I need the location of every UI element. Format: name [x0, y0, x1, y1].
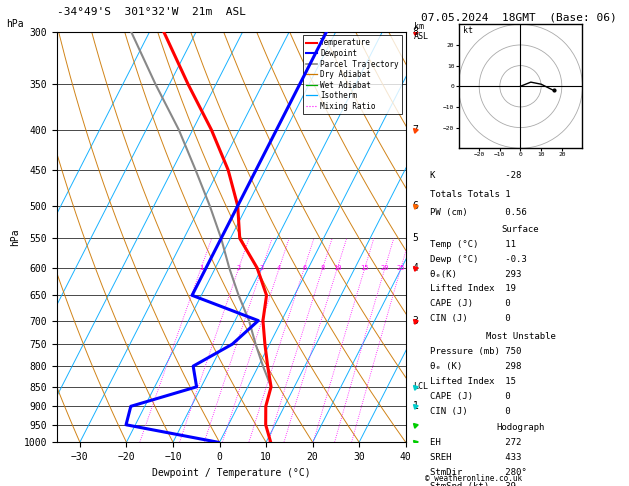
Text: 3: 3: [260, 265, 264, 271]
Text: 8: 8: [321, 265, 325, 271]
Text: 5: 5: [413, 233, 418, 243]
Text: 15: 15: [360, 265, 369, 271]
Text: 1: 1: [199, 265, 203, 271]
Text: Lifted Index  15: Lifted Index 15: [430, 377, 516, 386]
Text: 20: 20: [381, 265, 389, 271]
Text: 7: 7: [413, 125, 418, 135]
Text: 07.05.2024  18GMT  (Base: 06): 07.05.2024 18GMT (Base: 06): [421, 12, 617, 22]
Text: PW (cm)       0.56: PW (cm) 0.56: [430, 208, 527, 217]
Text: 4: 4: [277, 265, 281, 271]
Text: -34°49'S  301°32'W  21m  ASL: -34°49'S 301°32'W 21m ASL: [57, 7, 245, 17]
Text: CAPE (J)      0: CAPE (J) 0: [430, 299, 511, 308]
Text: hPa: hPa: [6, 19, 24, 30]
Text: SREH          433: SREH 433: [430, 453, 521, 462]
Text: θₑ(K)         293: θₑ(K) 293: [430, 270, 521, 278]
Text: Lifted Index  19: Lifted Index 19: [430, 284, 516, 294]
Text: CIN (J)       0: CIN (J) 0: [430, 407, 511, 416]
Text: Pressure (mb) 750: Pressure (mb) 750: [430, 347, 521, 356]
Text: K             -28: K -28: [430, 171, 521, 180]
X-axis label: Dewpoint / Temperature (°C): Dewpoint / Temperature (°C): [152, 468, 311, 478]
Text: θₑ (K)        298: θₑ (K) 298: [430, 362, 521, 371]
Text: Totals Totals 1: Totals Totals 1: [430, 190, 511, 199]
Legend: Temperature, Dewpoint, Parcel Trajectory, Dry Adiabat, Wet Adiabat, Isotherm, Mi: Temperature, Dewpoint, Parcel Trajectory…: [303, 35, 402, 114]
Text: 25: 25: [397, 265, 405, 271]
Text: 1: 1: [413, 401, 418, 411]
Text: 8: 8: [413, 27, 418, 36]
Text: Most Unstable: Most Unstable: [486, 331, 555, 341]
Y-axis label: hPa: hPa: [11, 228, 21, 246]
Text: LCL: LCL: [413, 382, 428, 391]
Text: CAPE (J)      0: CAPE (J) 0: [430, 392, 511, 401]
Text: 2: 2: [237, 265, 241, 271]
Text: StmSpd (kt)   39: StmSpd (kt) 39: [430, 482, 516, 486]
Text: 4: 4: [413, 263, 418, 273]
Text: km
ASL: km ASL: [414, 22, 429, 41]
Text: 3: 3: [413, 315, 418, 326]
Text: Temp (°C)     11: Temp (°C) 11: [430, 240, 516, 249]
Text: © weatheronline.co.uk: © weatheronline.co.uk: [425, 474, 521, 483]
Text: Hodograph: Hodograph: [496, 423, 545, 433]
Text: kt: kt: [463, 26, 472, 35]
Text: StmDir        280°: StmDir 280°: [430, 468, 527, 477]
Text: CIN (J)       0: CIN (J) 0: [430, 314, 511, 323]
Text: 10: 10: [333, 265, 342, 271]
Text: 6: 6: [302, 265, 306, 271]
Text: 6: 6: [413, 201, 418, 211]
Text: Dewp (°C)     -0.3: Dewp (°C) -0.3: [430, 255, 527, 264]
Text: Surface: Surface: [502, 226, 539, 234]
Text: EH            272: EH 272: [430, 438, 521, 447]
